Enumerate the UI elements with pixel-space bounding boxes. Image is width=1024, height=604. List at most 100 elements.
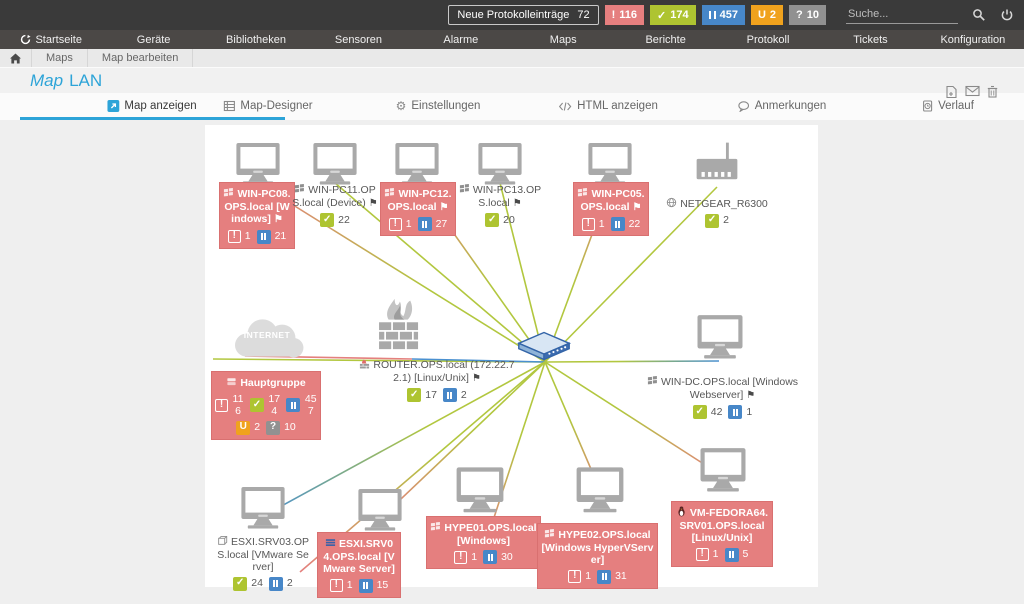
tab-bar: Map anzeigen Map-Designer ⚙ Einstellunge…	[0, 85, 1024, 121]
hype02-label[interactable]: HYPE02.OPS.local [Windows HyperVServer]!…	[537, 523, 658, 589]
win-icon	[223, 187, 234, 198]
sensor-badge-ok[interactable]: ✓	[692, 405, 707, 419]
sensor-badge-pause[interactable]	[256, 229, 271, 244]
win-pc05-label[interactable]: WIN-PC05.OPS.local ⚑! 1 22	[573, 182, 649, 236]
search-input[interactable]: Suche...	[846, 6, 958, 24]
firewall-device-icon[interactable]	[373, 291, 425, 357]
sensor-badge-alert[interactable]: !	[388, 217, 402, 231]
sensor-badge-alert[interactable]: !	[215, 398, 228, 412]
nav-sensoren[interactable]: Sensoren	[334, 33, 382, 46]
sensor-badge-pause[interactable]	[358, 578, 373, 593]
new-log-entries-button[interactable]: Neue Protokolleinträge 72	[448, 5, 599, 25]
sensor-badge-ok[interactable]: ✓	[407, 388, 422, 402]
sensor-badge-pause[interactable]	[286, 398, 301, 412]
esxi-srv04-label[interactable]: ESXI.SRV04.OPS.local [VMware Server]! 1 15	[317, 532, 401, 598]
priority-flag-icon: ⚑	[512, 197, 522, 209]
home-icon[interactable]	[0, 49, 32, 67]
sensor-count: 42	[710, 405, 723, 418]
switch-device-icon[interactable]	[515, 328, 573, 364]
sensor-badge-alert[interactable]: !	[227, 230, 241, 243]
nav-maps[interactable]: Maps	[549, 33, 577, 46]
logout-icon[interactable]	[1000, 8, 1014, 22]
sensor-badge-alert[interactable]: !	[329, 579, 343, 592]
sensor-badge-alert[interactable]: !	[454, 550, 468, 564]
hype02-device-icon[interactable]	[574, 465, 626, 513]
sensor-badge-alert[interactable]: !	[695, 548, 709, 561]
tab-map-designer[interactable]: Map-Designer	[223, 100, 313, 112]
sensor-count: 1	[585, 570, 592, 583]
tab-verlauf[interactable]: Verlauf	[922, 100, 974, 112]
sensor-badge-pause[interactable]	[268, 576, 283, 591]
status-badge-alert[interactable]: ! 116	[604, 5, 644, 25]
vm-fedora64-device-icon[interactable]	[698, 446, 748, 492]
nav-alarme[interactable]: Alarme	[443, 33, 479, 46]
sensor-badge-pause[interactable]	[417, 217, 432, 231]
breadcrumb-map-bearbeiten[interactable]: Map bearbeiten	[88, 49, 194, 67]
status-badge-paused[interactable]: 457	[701, 5, 745, 25]
win-dc-label[interactable]: WIN-DC.OPS.local [Windows Webserver] ⚑ ✓ 42…	[645, 375, 800, 419]
netgear-r6300-label[interactable]: NETGEAR_R6300 ✓ 2	[657, 197, 777, 228]
win-dc-device-icon[interactable]	[695, 313, 745, 359]
hype01-device-icon[interactable]	[454, 465, 506, 513]
win-pc12-label[interactable]: WIN-PC12.OPS.local ⚑! 1 27	[380, 182, 456, 236]
sensor-badge-unknown[interactable]: ?	[266, 420, 281, 435]
add-report-icon[interactable]	[945, 85, 958, 99]
router-ops-label[interactable]: ROUTER.OPS.local (172.22.72.1) [Linux/Un…	[357, 358, 517, 402]
sensor-badge-ok[interactable]: ✓	[249, 398, 264, 412]
tab-anmerkungen[interactable]: Anmerkungen	[738, 100, 826, 112]
vm-fedora64-label[interactable]: VM-FEDORA64.SRV01.OPS.local [Linux/Unix]…	[671, 501, 773, 567]
sensor-badge-pause[interactable]	[724, 547, 739, 562]
sensor-badge-pause[interactable]	[442, 388, 457, 402]
sensor-badge-unusual[interactable]: U	[236, 420, 251, 435]
breadcrumb: Maps Map bearbeiten	[0, 49, 1024, 67]
status-badge-ok[interactable]: ✓ 174	[650, 5, 696, 25]
win-pc13-label[interactable]: WIN-PC13.OPS.local ⚑ ✓ 20	[455, 183, 545, 227]
nav-startseite[interactable]: Startseite	[0, 34, 102, 46]
nav-tickets[interactable]: Tickets	[853, 33, 888, 46]
tab-einstellungen[interactable]: ⚙ Einstellungen	[395, 99, 481, 113]
tab-html-anzeigen[interactable]: HTML anzeigen	[558, 100, 658, 112]
delete-icon[interactable]	[987, 85, 998, 98]
sensor-badge-ok[interactable]: ✓	[233, 576, 248, 591]
breadcrumb-maps[interactable]: Maps	[32, 49, 88, 67]
sensor-badge-ok[interactable]: ✓	[485, 213, 500, 227]
email-icon[interactable]	[965, 85, 980, 97]
nav-protokoll[interactable]: Protokoll	[746, 33, 790, 46]
nav-konfiguration[interactable]: Konfiguration	[940, 33, 1006, 46]
tab-map-anzeigen[interactable]: Map anzeigen	[107, 100, 197, 112]
win-icon	[459, 183, 470, 194]
internet-cloud-device-icon[interactable]: INTERNET	[227, 313, 307, 363]
win-pc08-label[interactable]: WIN-PC08.OPS.local [Windows] ⚑! 1 21	[219, 182, 295, 249]
router-ops-title: ROUTER.OPS.local (172.22.72.1) [Linux/Un…	[357, 358, 517, 385]
nav-geraete[interactable]: Geräte	[136, 33, 171, 46]
win-pc11-device-icon[interactable]	[311, 141, 359, 185]
sensor-badge-pause[interactable]	[610, 217, 625, 231]
win-pc13-device-icon[interactable]	[476, 141, 524, 185]
sensor-count: 21	[274, 230, 287, 243]
esxi-srv04-device-icon[interactable]	[356, 487, 404, 531]
sensor-badge-pause[interactable]	[483, 550, 498, 564]
hauptgruppe-label[interactable]: Hauptgruppe! 116 ✓ 174 457 U 2? 10	[211, 371, 321, 440]
sensor-badge-ok[interactable]: ✓	[705, 213, 720, 228]
sensor-badge-ok[interactable]: ✓	[320, 213, 335, 227]
esxi-srv03-device-icon[interactable]	[239, 485, 287, 529]
sensor-badge-alert[interactable]: !	[568, 570, 582, 583]
sensor-badge-pause[interactable]	[597, 569, 612, 584]
esxi-srv03-label[interactable]: ESXI.SRV03.OPS.local [VMware Server] ✓ 24 2	[217, 535, 309, 591]
nav-bibliotheken[interactable]: Bibliotheken	[226, 33, 286, 46]
win-pc08-device-icon[interactable]	[234, 141, 282, 185]
search-icon[interactable]	[972, 8, 986, 22]
sensor-badge-alert[interactable]: !	[581, 217, 595, 231]
win-pc11-title: WIN-PC11.OPS.local (Device) ⚑	[292, 184, 378, 209]
status-badge-unknown[interactable]: ? 10	[789, 5, 826, 25]
nav-berichte[interactable]: Berichte	[645, 33, 686, 46]
win-pc05-device-icon[interactable]	[586, 141, 634, 185]
sensor-badge-pause[interactable]	[728, 405, 743, 419]
netgear-r6300-device-icon[interactable]	[689, 141, 745, 185]
hype01-label[interactable]: HYPE01.OPS.local [Windows]! 1 30	[426, 516, 541, 569]
win-pc12-device-icon[interactable]	[393, 141, 441, 185]
sensor-count: 1	[471, 550, 478, 563]
hauptgruppe-title: Hauptgruppe	[215, 376, 317, 390]
win-pc11-label[interactable]: WIN-PC11.OPS.local (Device) ⚑ ✓ 22	[290, 183, 380, 227]
